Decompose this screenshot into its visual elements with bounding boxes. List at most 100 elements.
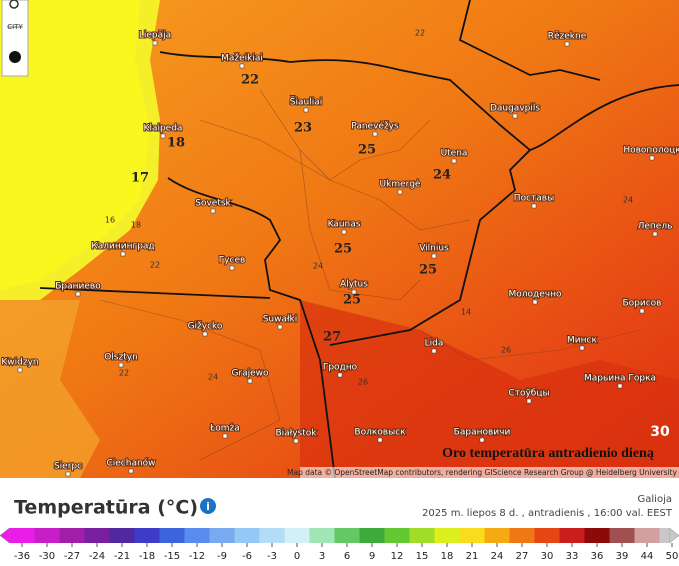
city-label: Utena <box>441 149 468 159</box>
bar-arrow-right <box>670 528 679 543</box>
city-label: Стоўбцы <box>508 389 549 399</box>
valid-label: Galioja <box>638 494 672 505</box>
temperature-label: 17 <box>131 171 149 186</box>
color-swatch <box>535 528 560 543</box>
city-label: Борисов <box>622 299 661 309</box>
tick-label: 15 <box>416 551 429 562</box>
city-dot <box>119 363 123 367</box>
tick-label: -27 <box>64 551 80 562</box>
tick-label: -21 <box>114 551 130 562</box>
color-swatch <box>135 528 160 543</box>
city-dot <box>513 114 517 118</box>
city-dot <box>533 300 537 304</box>
tick-label: -36 <box>14 551 30 562</box>
city-label: Гусев <box>219 256 246 266</box>
temperature-label: 25 <box>419 263 437 278</box>
color-swatch <box>360 528 385 543</box>
color-swatch <box>385 528 410 543</box>
city-dot <box>580 346 584 350</box>
city-dot <box>278 325 282 329</box>
city-dot <box>248 379 252 383</box>
temperature-label: 24 <box>433 168 451 183</box>
city-dot <box>452 159 456 163</box>
isoline-label: 26 <box>501 346 511 355</box>
attribution: Map data © OpenStreetMap contributors, r… <box>287 468 678 477</box>
city-label: Łomża <box>209 424 240 434</box>
isoline-label: 26 <box>358 378 368 387</box>
color-swatch <box>260 528 285 543</box>
city-label: Mažeikiai <box>221 54 263 64</box>
city-label: Браниево <box>55 282 101 292</box>
color-swatch <box>485 528 510 543</box>
city-dot <box>373 132 377 136</box>
tick-label: -18 <box>139 551 155 562</box>
city-dot <box>432 349 436 353</box>
city-dot <box>480 438 484 442</box>
city-label: Lida <box>425 339 444 349</box>
city-dot <box>650 156 654 160</box>
overlay-title: Oro temperatūra antradienio dieną <box>442 446 654 461</box>
color-swatch <box>110 528 135 543</box>
city-label: Klaipeda <box>144 124 183 134</box>
city-label: Rēzekne <box>548 32 587 42</box>
tick-label: 21 <box>466 551 479 562</box>
city-label: Olsztyn <box>104 353 138 363</box>
city-dot <box>66 472 70 476</box>
city-label: Sovetsk <box>195 199 231 209</box>
color-swatch <box>610 528 635 543</box>
tick-label: 27 <box>516 551 529 562</box>
city-dot <box>398 190 402 194</box>
city-dot <box>338 373 342 377</box>
temperature-label: 18 <box>167 136 185 151</box>
tick-label: -15 <box>164 551 180 562</box>
color-swatch <box>560 528 585 543</box>
tick-label: 9 <box>369 551 375 562</box>
city-dot <box>653 232 657 236</box>
city-label: Ukmergė <box>380 180 421 190</box>
tick-label: 39 <box>616 551 629 562</box>
tick-label: 30 <box>541 551 554 562</box>
tick-label: -30 <box>39 551 55 562</box>
city-label: Марьина Горка <box>584 374 656 384</box>
city-label: Alytus <box>340 280 368 290</box>
color-swatch <box>310 528 335 543</box>
city-label: Suwałki <box>263 315 298 325</box>
city-label: Sierpc <box>54 462 82 472</box>
city-label: Минск <box>567 336 597 346</box>
color-swatch <box>585 528 610 543</box>
city-label: Гродно <box>323 363 358 373</box>
city-label: Panevėžys <box>351 122 399 132</box>
map-controls: CITY <box>2 0 28 76</box>
city-dot <box>304 108 308 112</box>
tick-label: 6 <box>344 551 350 562</box>
city-dot <box>223 434 227 438</box>
color-swatch <box>210 528 235 543</box>
pin-button[interactable] <box>9 51 21 63</box>
tick-label: -12 <box>189 551 205 562</box>
city-label: Šiauliai <box>290 96 322 108</box>
temperature-label: 25 <box>358 143 376 158</box>
city-dot <box>121 252 125 256</box>
city-label: Барановичи <box>454 428 511 438</box>
tick-label: 12 <box>391 551 404 562</box>
isoline-label: 22 <box>119 369 129 378</box>
controls-panel <box>2 0 28 76</box>
color-swatch <box>460 528 485 543</box>
isoline-label: 14 <box>461 308 471 317</box>
color-swatch <box>510 528 535 543</box>
tick-label: 0 <box>294 551 300 562</box>
color-swatch <box>85 528 110 543</box>
city-dot <box>532 204 536 208</box>
city-dot <box>161 134 165 138</box>
city-toggle[interactable]: CITY <box>7 23 23 31</box>
tick-label: 50 <box>666 551 679 562</box>
color-swatch <box>635 528 660 543</box>
color-swatch <box>235 528 260 543</box>
city-dot <box>527 399 531 403</box>
city-label: Gižycko <box>188 322 223 332</box>
temperature-label: 25 <box>334 242 352 257</box>
city-dot <box>565 42 569 46</box>
temperature-label: 23 <box>294 121 312 136</box>
isoline-label: 24 <box>313 262 323 271</box>
